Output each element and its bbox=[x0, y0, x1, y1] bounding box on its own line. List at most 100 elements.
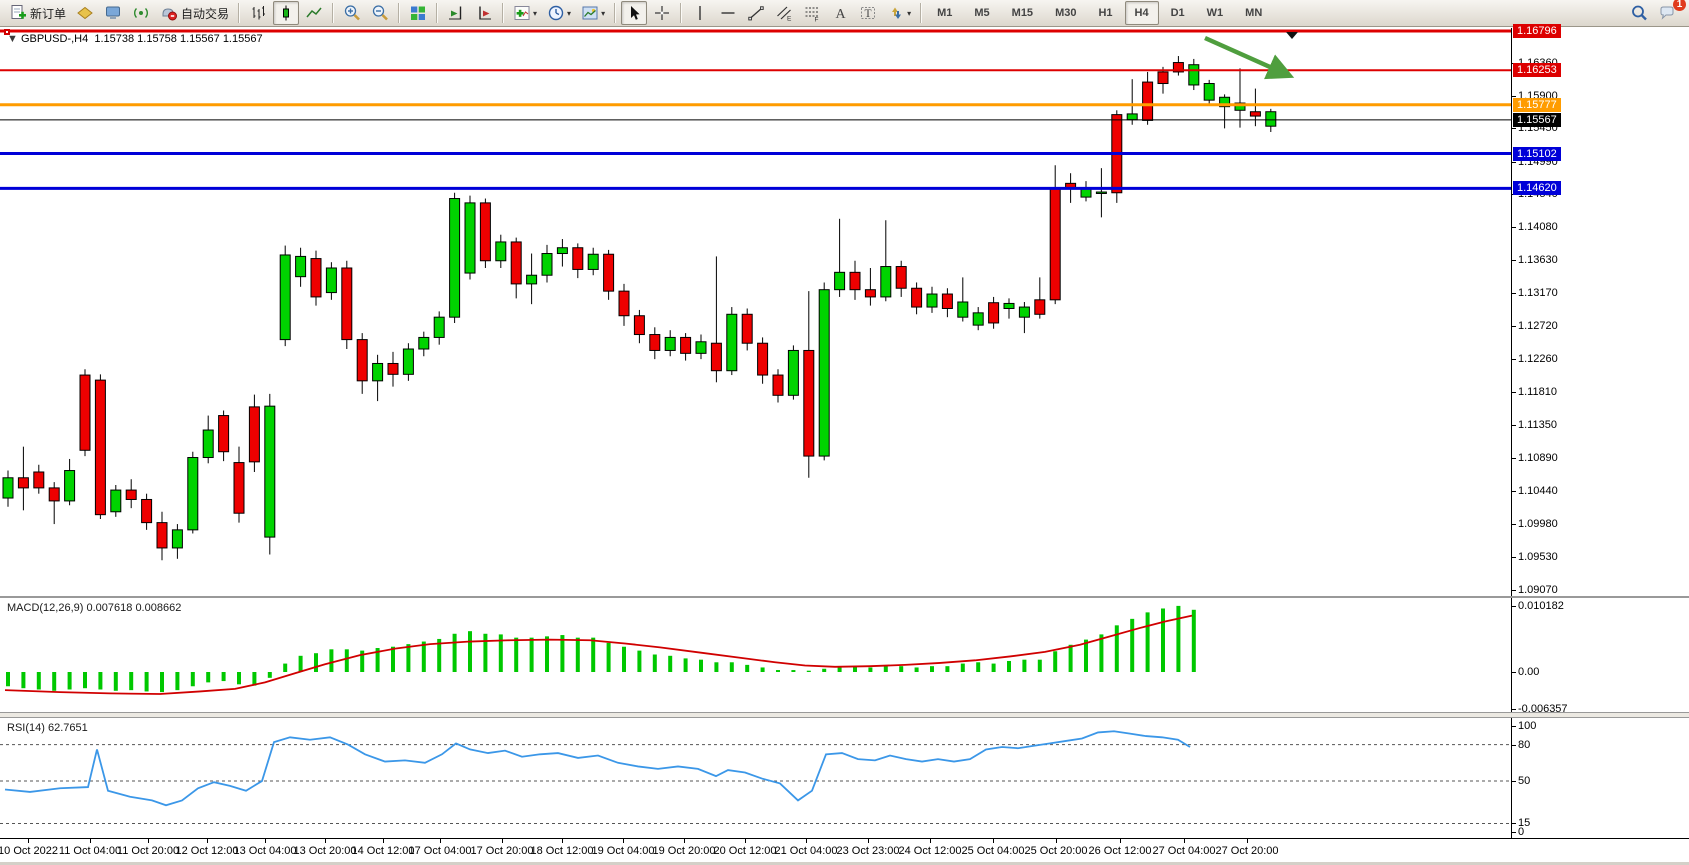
toolbar-button-tf-d1[interactable]: D1 bbox=[1161, 1, 1195, 25]
candle-body-bear[interactable] bbox=[849, 271, 861, 291]
candle-body-bull[interactable] bbox=[449, 198, 461, 318]
candle-body-bear[interactable] bbox=[741, 313, 753, 344]
candle-body-bear[interactable] bbox=[48, 487, 60, 502]
toolbar-button-trendline[interactable] bbox=[743, 1, 769, 25]
toolbar-button-vertical-line[interactable] bbox=[687, 1, 713, 25]
toolbar-button-notifications[interactable]: 1 bbox=[1654, 0, 1686, 25]
candle-body-bear[interactable] bbox=[1049, 187, 1061, 301]
candle-body-bear[interactable] bbox=[233, 462, 245, 514]
toolbar-button-market-watch[interactable] bbox=[100, 1, 126, 25]
candle-body-bear[interactable] bbox=[156, 522, 168, 549]
toolbar-button-auto-scroll[interactable] bbox=[443, 1, 469, 25]
candle-body-bull[interactable] bbox=[1003, 302, 1015, 309]
candle-body-bull[interactable] bbox=[1095, 191, 1107, 194]
candle-body-bear[interactable] bbox=[603, 253, 615, 292]
candle-body-bear[interactable] bbox=[79, 374, 91, 451]
candle-body-bear[interactable] bbox=[33, 471, 45, 489]
toolbar-button-horizontal-line[interactable] bbox=[715, 1, 741, 25]
candle-body-bear[interactable] bbox=[1142, 81, 1154, 121]
toolbar-button-tf-m5[interactable]: M5 bbox=[964, 1, 999, 25]
candle-body-bear[interactable] bbox=[479, 202, 491, 262]
candle-body-bear[interactable] bbox=[911, 287, 923, 308]
time-axis[interactable]: 10 Oct 2022 11 Oct 04:00 11 Oct 20:00 12 Oc… bbox=[0, 838, 1689, 862]
toolbar-button-search[interactable] bbox=[1626, 1, 1652, 25]
toolbar-button-arrows[interactable]: ▾ bbox=[883, 1, 915, 25]
candle-body-bear[interactable] bbox=[341, 267, 353, 341]
dropdown-caret-icon[interactable]: ▾ bbox=[567, 8, 572, 18]
candle-body-bull[interactable] bbox=[1234, 102, 1246, 111]
chart-collapse-icon[interactable]: ▼ bbox=[7, 33, 18, 45]
toolbar-button-tf-h1[interactable]: H1 bbox=[1088, 1, 1122, 25]
candle-body-bull[interactable] bbox=[1219, 96, 1231, 108]
dropdown-caret-icon[interactable]: ▾ bbox=[601, 8, 606, 18]
candle-body-bull[interactable] bbox=[372, 362, 384, 382]
candle-body-bull[interactable] bbox=[1188, 64, 1200, 86]
candle-body-bear[interactable] bbox=[757, 342, 769, 376]
toolbar-button-crosshair[interactable] bbox=[649, 1, 675, 25]
candle-body-bear[interactable] bbox=[710, 342, 722, 372]
candle-body-bear[interactable] bbox=[1172, 62, 1184, 73]
candle-body-bull[interactable] bbox=[325, 267, 337, 294]
toolbar-button-bar-chart[interactable] bbox=[245, 1, 271, 25]
candle-body-bull[interactable] bbox=[279, 254, 291, 341]
candle-body-bull[interactable] bbox=[433, 316, 445, 338]
candle-body-bull[interactable] bbox=[418, 336, 430, 350]
toolbar-button-line-chart[interactable] bbox=[301, 1, 327, 25]
candle-body-bear[interactable] bbox=[649, 334, 661, 351]
toolbar-button-tf-m1[interactable]: M1 bbox=[927, 1, 962, 25]
hline-drag-handle[interactable] bbox=[4, 29, 10, 35]
toolbar-button-chart-ticket[interactable] bbox=[72, 1, 98, 25]
candle-body-bull[interactable] bbox=[295, 255, 307, 278]
candle-body-bear[interactable] bbox=[17, 477, 29, 489]
candle-body-bull[interactable] bbox=[664, 336, 676, 351]
candle-body-bear[interactable] bbox=[895, 266, 907, 289]
toolbar-button-cursor[interactable] bbox=[621, 1, 648, 25]
candle-body-bear[interactable] bbox=[1034, 299, 1046, 315]
candle-body-bear[interactable] bbox=[356, 339, 368, 382]
rsi-plot[interactable] bbox=[0, 718, 1511, 838]
candle-body-bear[interactable] bbox=[680, 336, 692, 354]
toolbar-button-tf-h4[interactable]: H4 bbox=[1124, 1, 1159, 25]
arrow-down-marker[interactable] bbox=[1286, 32, 1298, 39]
candle-body-bear[interactable] bbox=[1157, 71, 1169, 85]
toolbar-button-templates[interactable]: ▾ bbox=[577, 1, 609, 25]
toolbar-button-indicators[interactable]: ▾ bbox=[509, 1, 541, 25]
toolbar-button-signals[interactable] bbox=[128, 1, 154, 25]
candle-body-bull[interactable] bbox=[541, 253, 553, 276]
candle-body-bull[interactable] bbox=[1265, 111, 1277, 127]
candle-body-bear[interactable] bbox=[125, 489, 137, 500]
candle-body-bear[interactable] bbox=[633, 315, 645, 336]
candle-body-bull[interactable] bbox=[110, 489, 122, 513]
toolbar-button-tile-windows[interactable] bbox=[405, 1, 431, 25]
candle-body-bear[interactable] bbox=[1249, 111, 1261, 117]
toolbar-button-new-order[interactable]: 新订单 bbox=[5, 1, 70, 25]
candle-body-bull[interactable] bbox=[1018, 306, 1030, 318]
candle-body-bear[interactable] bbox=[94, 379, 106, 516]
candle-body-bull[interactable] bbox=[171, 529, 183, 549]
candle-body-bear[interactable] bbox=[218, 415, 230, 453]
candle-body-bear[interactable] bbox=[572, 247, 584, 270]
toolbar-button-auto-trading[interactable]: 自动交易 bbox=[156, 1, 233, 25]
candle-body-bear[interactable] bbox=[864, 289, 876, 298]
pane-splitter-2[interactable] bbox=[0, 712, 1689, 718]
candle-body-bull[interactable] bbox=[495, 241, 507, 262]
candle-body-bull[interactable] bbox=[2, 477, 14, 499]
candle-body-bear[interactable] bbox=[772, 374, 784, 396]
toolbar-button-text[interactable]: A bbox=[827, 1, 853, 25]
toolbar-button-tf-m30[interactable]: M30 bbox=[1045, 1, 1086, 25]
candle-body-bull[interactable] bbox=[880, 266, 892, 298]
toolbar-button-zoom-out[interactable] bbox=[367, 1, 393, 25]
toolbar-button-fibonacci[interactable]: F bbox=[799, 1, 825, 25]
toolbar-button-periods[interactable]: ▾ bbox=[543, 1, 575, 25]
toolbar-button-tf-m15[interactable]: M15 bbox=[1002, 1, 1043, 25]
candle-body-bull[interactable] bbox=[834, 271, 846, 291]
dropdown-caret-icon[interactable]: ▾ bbox=[907, 8, 912, 18]
candle-body-bull[interactable] bbox=[695, 341, 707, 354]
toolbar-button-tf-w1[interactable]: W1 bbox=[1197, 1, 1234, 25]
candle-body-bull[interactable] bbox=[202, 429, 214, 459]
candle-body-bear[interactable] bbox=[310, 258, 322, 298]
dropdown-caret-icon[interactable]: ▾ bbox=[533, 8, 538, 18]
candle-body-bear[interactable] bbox=[988, 302, 1000, 324]
candle-body-bull[interactable] bbox=[926, 293, 938, 308]
pane-splitter-1[interactable] bbox=[0, 596, 1689, 598]
